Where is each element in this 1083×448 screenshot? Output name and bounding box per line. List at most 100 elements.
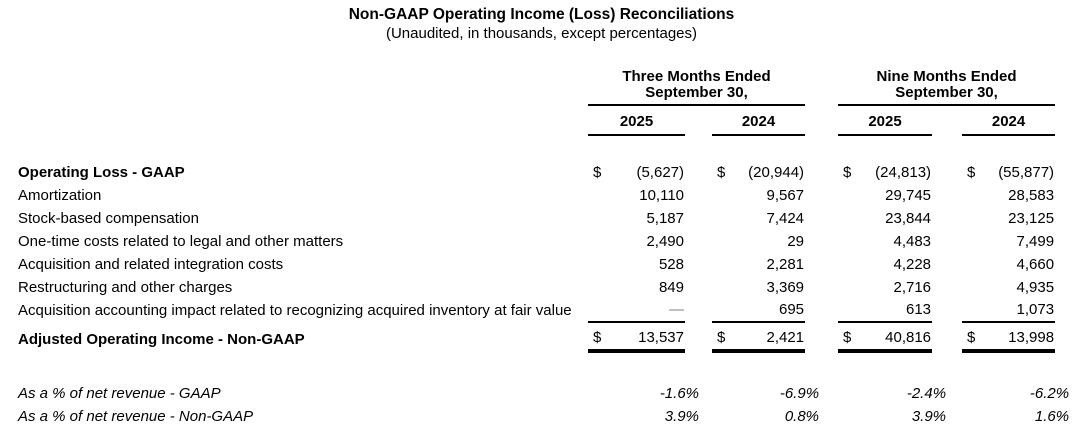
cell-value: $ (24,813) <box>838 161 932 184</box>
cell-content: $2,421 <box>712 329 805 346</box>
dollar-sign: $ <box>843 164 852 181</box>
cell-content: 4,228 <box>838 256 932 273</box>
cell-value: 7,424 <box>712 207 805 230</box>
cell-value: — <box>588 299 685 323</box>
cell-value: 10,110 <box>588 184 685 207</box>
dollar-sign: $ <box>843 329 852 346</box>
cell-value: 28,583 <box>962 184 1055 207</box>
cell-number: 29,745 <box>885 187 932 204</box>
column-gap <box>805 161 838 184</box>
column-gap <box>805 253 838 276</box>
cell-number: 2,490 <box>646 233 684 250</box>
cell-value: 3.9% <box>838 405 946 428</box>
cell-value: 3.9% <box>588 405 699 428</box>
cell-number: 9,567 <box>766 187 805 204</box>
column-gap <box>932 230 962 253</box>
column-gap <box>932 276 962 299</box>
column-gap <box>932 184 962 207</box>
cell-number: 2,421 <box>766 329 805 346</box>
year-header-row: 2025 2024 2025 2024 <box>0 105 1083 136</box>
column-gap <box>932 207 962 230</box>
cell-number: (20,944) <box>748 164 805 181</box>
cell-content: — <box>588 301 685 318</box>
cell-number: (5,627) <box>636 164 684 181</box>
cell-number: 4,228 <box>893 256 932 273</box>
cell-value: 849 <box>588 276 685 299</box>
cell-content: 23,125 <box>962 210 1055 227</box>
cell-number: 3.9% <box>664 408 699 425</box>
table-row: Acquisition and related integration cost… <box>0 253 1083 276</box>
column-gap <box>805 207 838 230</box>
cell-value: 23,125 <box>962 207 1055 230</box>
cell-value: 2,281 <box>712 253 805 276</box>
cell-number: 13,998 <box>1008 329 1055 346</box>
cell-content: 3.9% <box>588 408 699 425</box>
column-gap <box>572 322 588 351</box>
cell-number: 1,073 <box>1016 301 1055 318</box>
column-gap <box>1055 184 1083 207</box>
cell-content: 29 <box>712 233 805 250</box>
row-label: Operating Loss - GAAP <box>18 164 185 181</box>
cell-number: 695 <box>779 301 805 318</box>
column-gap <box>572 405 588 428</box>
column-gap <box>685 161 712 184</box>
cell-value: 9,567 <box>712 184 805 207</box>
cell-content: 849 <box>588 279 685 296</box>
spacer-row <box>0 351 1083 382</box>
cell-number: 3,369 <box>766 279 805 296</box>
cell-content: -2.4% <box>838 385 946 402</box>
cell-value: 4,935 <box>962 276 1055 299</box>
cell-value: 5,187 <box>588 207 685 230</box>
cell-number: 28,583 <box>1008 187 1055 204</box>
cell-value: $13,537 <box>588 322 685 353</box>
cell-value: $ (5,627) <box>588 161 685 184</box>
row-label: Acquisition and related integration cost… <box>18 256 284 273</box>
column-gap <box>1055 322 1083 351</box>
column-gap <box>572 253 588 276</box>
cell-content: 4,935 <box>962 279 1055 296</box>
cell-content: 0.8% <box>712 408 819 425</box>
cell-content: 695 <box>712 301 805 318</box>
page-subtitle: (Unaudited, in thousands, except percent… <box>385 25 698 42</box>
dollar-sign: $ <box>967 329 976 346</box>
cell-number: 849 <box>658 279 684 296</box>
column-gap <box>932 253 962 276</box>
cell-number: -6.9% <box>779 385 820 402</box>
column-gap <box>1055 299 1083 322</box>
column-gap <box>932 322 962 351</box>
cell-value: 7,499 <box>962 230 1055 253</box>
cell-number: 2,281 <box>766 256 805 273</box>
cell-value: $40,816 <box>838 322 933 353</box>
cell-content: $ (20,944) <box>712 164 805 181</box>
cell-content: $40,816 <box>838 329 932 346</box>
column-gap <box>572 207 588 230</box>
column-gap <box>572 184 588 207</box>
cell-value: -1.6% <box>588 382 699 405</box>
cell-content: 4,483 <box>838 233 932 250</box>
table-row: Acquisition accounting impact related to… <box>0 299 1083 323</box>
period-header-row: Three Months Ended September 30, Nine Mo… <box>0 67 1083 106</box>
column-gap <box>1055 253 1083 276</box>
column-gap <box>572 230 588 253</box>
column-gap <box>805 184 838 207</box>
cell-content: $13,998 <box>962 329 1055 346</box>
row-label: As a % of net revenue - Non-GAAP <box>18 408 254 425</box>
column-gap <box>685 184 712 207</box>
cell-content: -6.2% <box>962 385 1069 402</box>
row-label: Restructuring and other charges <box>18 279 233 296</box>
cell-number: 40,816 <box>885 329 932 346</box>
cell-content: 29,745 <box>838 187 932 204</box>
col-group-line2: September 30, <box>895 84 998 101</box>
cell-number: -2.4% <box>906 385 947 402</box>
cell-value: 4,483 <box>838 230 932 253</box>
cell-value: $ (20,944) <box>712 161 805 184</box>
cell-content: 2,490 <box>588 233 685 250</box>
column-gap <box>685 299 712 322</box>
cell-value: 29,745 <box>838 184 932 207</box>
cell-content: 3,369 <box>712 279 805 296</box>
cell-content: 528 <box>588 256 685 273</box>
dollar-sign: $ <box>717 329 726 346</box>
cell-value: $ (55,877) <box>962 161 1055 184</box>
cell-content: 28,583 <box>962 187 1055 204</box>
